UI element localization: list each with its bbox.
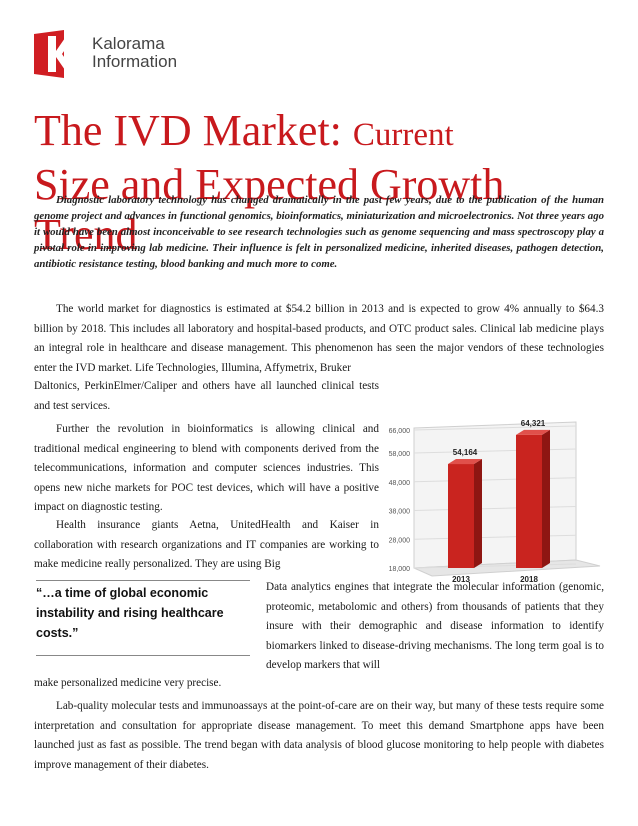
paragraph-1-tail: Daltonics, PerkinElmer/Caliper and other… xyxy=(34,380,379,412)
bar-front xyxy=(516,434,542,568)
paragraph-2: Further the revolution in bioinformatics… xyxy=(34,420,379,518)
market-size-chart: 18,000 28,000 38,000 48,000 58,000 66,000 54,1… xyxy=(380,419,610,585)
paragraph-2-text: Further the revolution in bioinformatics… xyxy=(34,423,379,514)
title-line-2: Size and Expected Growth Trend xyxy=(34,160,505,259)
bar-chart-svg: 18,000 28,000 38,000 48,000 58,000 66,000 54,1… xyxy=(389,419,601,584)
y-tick-label: 38,000 xyxy=(389,509,411,516)
page-title: The IVD Market: Current Size and Expecte… xyxy=(34,106,614,260)
data-label: 54,164 xyxy=(453,448,478,457)
y-tick-label: 28,000 xyxy=(389,537,411,544)
title-part-1: The IVD Market: xyxy=(34,106,353,155)
y-tick-label: 18,000 xyxy=(389,566,411,573)
bar-top xyxy=(516,429,550,435)
title-part-2: Current xyxy=(352,117,454,153)
paragraph-1-text: The world market for diagnostics is esti… xyxy=(34,303,604,374)
paragraph-1: The world market for diagnostics is esti… xyxy=(34,300,604,378)
pull-quote: “…a time of global economic instability … xyxy=(36,580,250,656)
paragraph-4-text: Lab-quality molecular tests and immunoas… xyxy=(34,700,604,771)
y-tick-label: 58,000 xyxy=(389,451,411,458)
chart-back-wall xyxy=(413,421,577,569)
paragraph-3-end: make personalized medicine very precise. xyxy=(34,677,222,689)
pull-quote-text: “…a time of global economic instability … xyxy=(36,586,224,640)
y-tick-label: 48,000 xyxy=(389,480,411,487)
bar-side xyxy=(542,429,550,568)
lead-paragraph: Diagnostic laboratory technology has cha… xyxy=(34,194,604,270)
paragraph-3-continued: Data analytics engines that integrate th… xyxy=(266,581,604,672)
gridline xyxy=(413,425,577,431)
kalorama-logo: Kalorama Information xyxy=(34,30,194,78)
x-category-label: 2013 xyxy=(452,575,470,584)
logo-mark-icon xyxy=(34,30,73,78)
brand-name-line1: Kalorama xyxy=(92,34,165,53)
x-category-label: 2018 xyxy=(520,575,538,584)
bar-front xyxy=(448,464,474,568)
bar-side xyxy=(474,459,482,568)
y-tick-label: 66,000 xyxy=(389,428,411,435)
paragraph-3-text: Health insurance giants Aetna, UnitedHea… xyxy=(34,519,379,571)
paragraph-3: Health insurance giants Aetna, UnitedHea… xyxy=(34,516,379,575)
data-label: 64,321 xyxy=(521,420,546,428)
bar-top xyxy=(448,459,482,465)
paragraph-4: Lab-quality molecular tests and immunoas… xyxy=(34,697,604,775)
brand-name-line2: Information xyxy=(92,52,178,71)
gridline xyxy=(413,563,577,569)
